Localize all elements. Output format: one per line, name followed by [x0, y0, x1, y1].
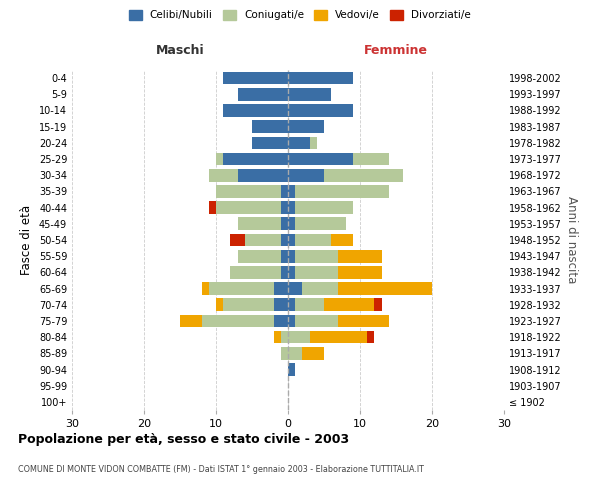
Bar	[288, 136, 310, 149]
Bar	[288, 72, 353, 85]
Bar	[281, 331, 288, 344]
Text: Popolazione per età, sesso e stato civile - 2003: Popolazione per età, sesso e stato civil…	[18, 432, 349, 446]
Bar	[288, 314, 295, 328]
Bar	[288, 104, 353, 117]
Bar	[230, 234, 245, 246]
Bar	[295, 298, 324, 311]
Bar	[288, 202, 295, 214]
Bar	[216, 298, 223, 311]
Bar	[281, 202, 288, 214]
Bar	[338, 314, 389, 328]
Bar	[295, 250, 338, 262]
Bar	[230, 266, 281, 278]
Bar	[295, 185, 389, 198]
Bar	[274, 282, 288, 295]
Bar	[338, 250, 382, 262]
Bar	[310, 331, 367, 344]
Bar	[281, 185, 288, 198]
Bar	[180, 314, 202, 328]
Y-axis label: Fasce di età: Fasce di età	[20, 205, 33, 275]
Bar	[288, 120, 324, 133]
Bar	[288, 234, 295, 246]
Bar	[274, 298, 288, 311]
Bar	[281, 234, 288, 246]
Bar	[281, 347, 288, 360]
Bar	[288, 88, 331, 101]
Bar	[324, 169, 403, 181]
Bar	[338, 282, 432, 295]
Bar	[274, 314, 288, 328]
Bar	[288, 218, 295, 230]
Bar	[216, 185, 281, 198]
Bar	[295, 314, 338, 328]
Bar	[302, 347, 324, 360]
Text: Femmine: Femmine	[364, 44, 428, 57]
Bar	[288, 347, 302, 360]
Bar	[324, 298, 374, 311]
Bar	[331, 234, 353, 246]
Bar	[223, 152, 288, 166]
Bar	[288, 185, 295, 198]
Bar	[216, 152, 223, 166]
Bar	[209, 202, 216, 214]
Bar	[288, 169, 324, 181]
Bar	[238, 250, 281, 262]
Bar	[238, 88, 288, 101]
Bar	[252, 120, 288, 133]
Bar	[288, 331, 310, 344]
Bar	[367, 331, 374, 344]
Bar	[295, 266, 338, 278]
Bar	[353, 152, 389, 166]
Bar	[274, 331, 281, 344]
Bar	[238, 218, 281, 230]
Bar	[223, 298, 274, 311]
Bar	[202, 282, 209, 295]
Bar	[202, 314, 274, 328]
Bar	[209, 169, 238, 181]
Bar	[288, 298, 295, 311]
Bar	[281, 266, 288, 278]
Text: Maschi: Maschi	[155, 44, 205, 57]
Bar	[338, 266, 382, 278]
Bar	[238, 169, 288, 181]
Bar	[288, 266, 295, 278]
Y-axis label: Anni di nascita: Anni di nascita	[565, 196, 578, 284]
Bar	[281, 218, 288, 230]
Bar	[310, 136, 317, 149]
Bar	[252, 136, 288, 149]
Bar	[295, 218, 346, 230]
Bar	[281, 250, 288, 262]
Bar	[288, 363, 295, 376]
Bar	[295, 202, 353, 214]
Bar	[223, 72, 288, 85]
Bar	[288, 250, 295, 262]
Bar	[209, 282, 274, 295]
Bar	[288, 152, 353, 166]
Bar	[245, 234, 281, 246]
Bar	[216, 202, 281, 214]
Bar	[302, 282, 338, 295]
Legend: Celibi/Nubili, Coniugati/e, Vedovi/e, Divorziati/e: Celibi/Nubili, Coniugati/e, Vedovi/e, Di…	[129, 10, 471, 20]
Bar	[223, 104, 288, 117]
Bar	[295, 234, 331, 246]
Bar	[288, 282, 302, 295]
Text: COMUNE DI MONTE VIDON COMBATTE (FM) - Dati ISTAT 1° gennaio 2003 - Elaborazione : COMUNE DI MONTE VIDON COMBATTE (FM) - Da…	[18, 466, 424, 474]
Bar	[374, 298, 382, 311]
